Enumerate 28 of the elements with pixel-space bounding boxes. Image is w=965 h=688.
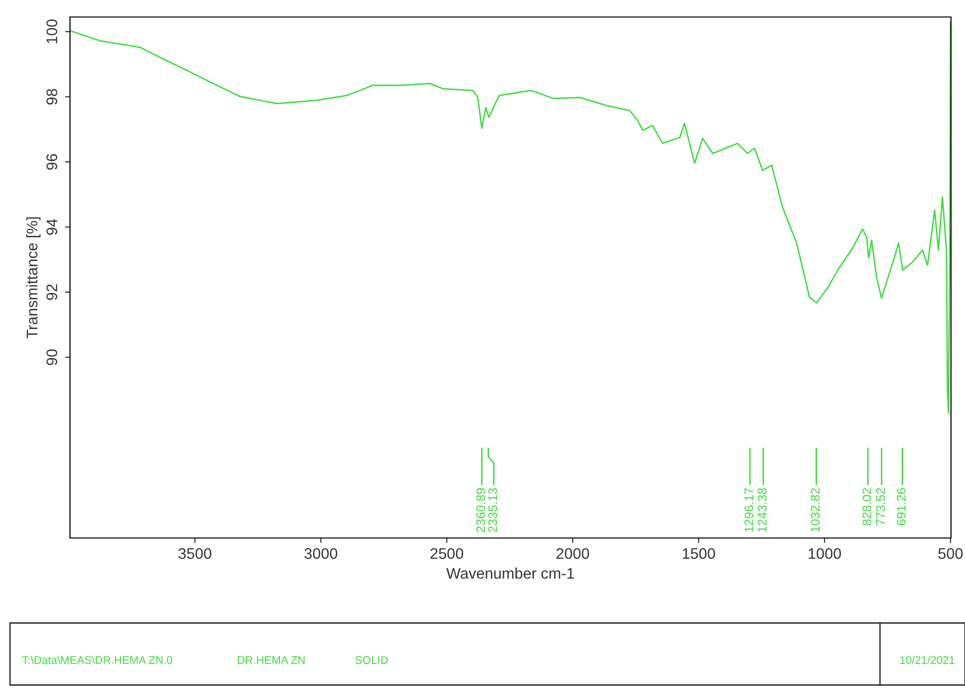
- line-series: [70, 21, 951, 414]
- text: 10/21/2021: [900, 656, 954, 664]
- x-tick-label: 1000: [808, 548, 841, 559]
- x-tick-label: 3500: [178, 548, 212, 559]
- y-tick-label: 94: [46, 218, 58, 235]
- annotation: 1243.38: [758, 488, 767, 532]
- y-tick-label: 98: [46, 88, 58, 105]
- annotation: 1032.82: [810, 488, 820, 532]
- x-tick-label: 2000: [556, 548, 590, 559]
- annotation: 2335.13: [488, 488, 498, 532]
- text: SOLID: [356, 656, 388, 664]
- x-axis-title: Wavenumber cm-1: [446, 568, 574, 579]
- x-tick-label: 1500: [682, 548, 716, 559]
- x-tick-label: 3000: [304, 548, 338, 559]
- x-tick-label: 2500: [430, 548, 464, 559]
- annotation: 2360.89: [476, 488, 486, 532]
- y-tick-label: 90: [46, 349, 58, 366]
- text: T:\Data\MEAS\DR.HEMA ZN.0: [22, 656, 172, 664]
- text: DR.HEMA ZN: [238, 656, 305, 664]
- y-tick-label: 100: [46, 20, 58, 44]
- x-tick-label: 500: [938, 548, 963, 559]
- annotation: 691.26: [896, 488, 906, 526]
- annotation: 1296.17: [744, 488, 754, 532]
- annotation: 773.52: [876, 488, 885, 526]
- annotation: 828.02: [862, 488, 872, 526]
- y-tick-label: 92: [46, 284, 58, 300]
- y-tick-label: 96: [46, 154, 58, 170]
- y-axis-title: Transmittance [%]: [26, 217, 40, 338]
